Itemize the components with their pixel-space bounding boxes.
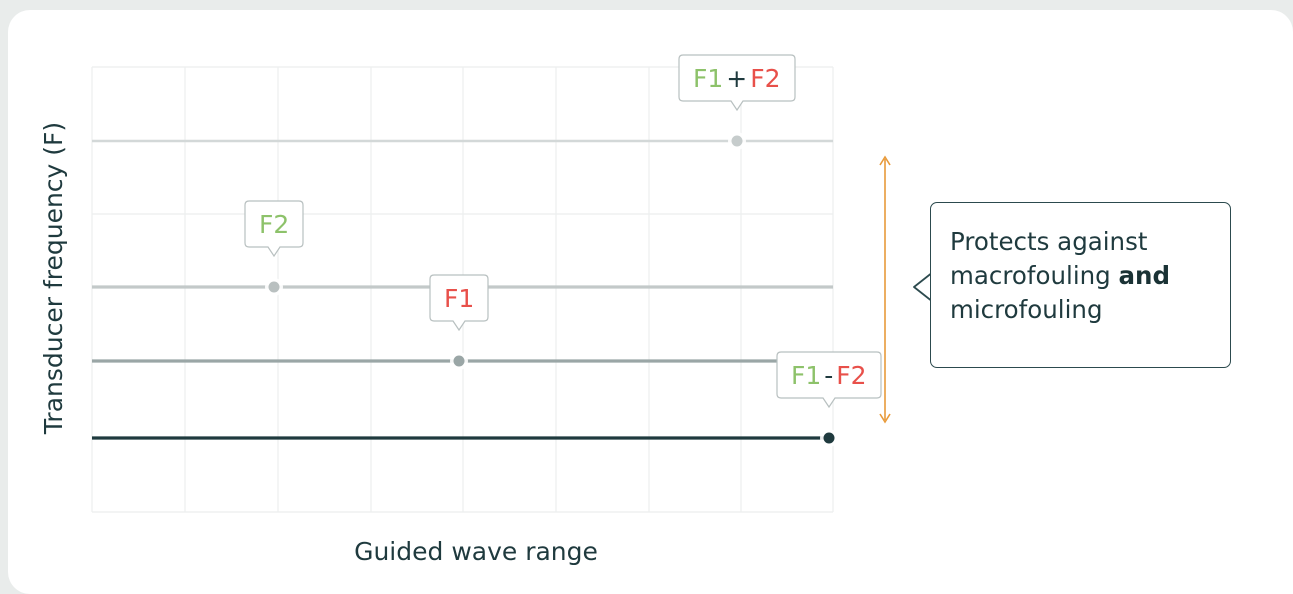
marker-label-text: F2 bbox=[836, 361, 866, 390]
marker-label-f2: F2 bbox=[244, 200, 304, 258]
marker-label-text: F1 bbox=[693, 64, 723, 93]
callout-line-1: Protects against bbox=[950, 227, 1148, 256]
callout-pointer bbox=[913, 272, 934, 302]
marker-label-bubble bbox=[244, 200, 304, 258]
x-axis-label: Guided wave range bbox=[354, 537, 598, 566]
callout-box: Protects against macrofouling and microf… bbox=[930, 202, 1231, 368]
marker-label-bubble bbox=[429, 274, 489, 332]
marker-dot-f1-plus-f2 bbox=[731, 135, 743, 147]
marker-dot-f1 bbox=[453, 355, 465, 367]
marker-label-text: - bbox=[824, 361, 833, 390]
callout-line-2: macrofouling and bbox=[950, 259, 1218, 293]
marker-label-f1-minus-f2: F1- F2 bbox=[776, 351, 882, 409]
marker-label-bubble bbox=[678, 54, 796, 112]
marker-label-f1: F1 bbox=[429, 274, 489, 332]
range-arrow bbox=[879, 155, 891, 424]
marker-label-text: F2 bbox=[750, 64, 780, 93]
marker-label-text: F1 bbox=[791, 361, 821, 390]
marker-label-text: F2 bbox=[259, 210, 289, 239]
marker-label-f1-plus-f2: F1 + F2 bbox=[678, 54, 796, 112]
frequency-levels bbox=[92, 132, 838, 447]
y-axis-label: Transducer frequency (F) bbox=[39, 122, 68, 435]
callout-macrofouling-text: macrofouling bbox=[950, 261, 1119, 290]
marker-dot-f2 bbox=[268, 281, 280, 293]
marker-label-text: F1 bbox=[444, 284, 474, 313]
callout-line-3: microfouling bbox=[950, 295, 1103, 324]
marker-label-bubble bbox=[776, 351, 882, 409]
marker-label-text: + bbox=[726, 64, 747, 93]
callout-and-text: and bbox=[1118, 261, 1171, 290]
marker-dot-f1-minus-f2 bbox=[823, 432, 835, 444]
